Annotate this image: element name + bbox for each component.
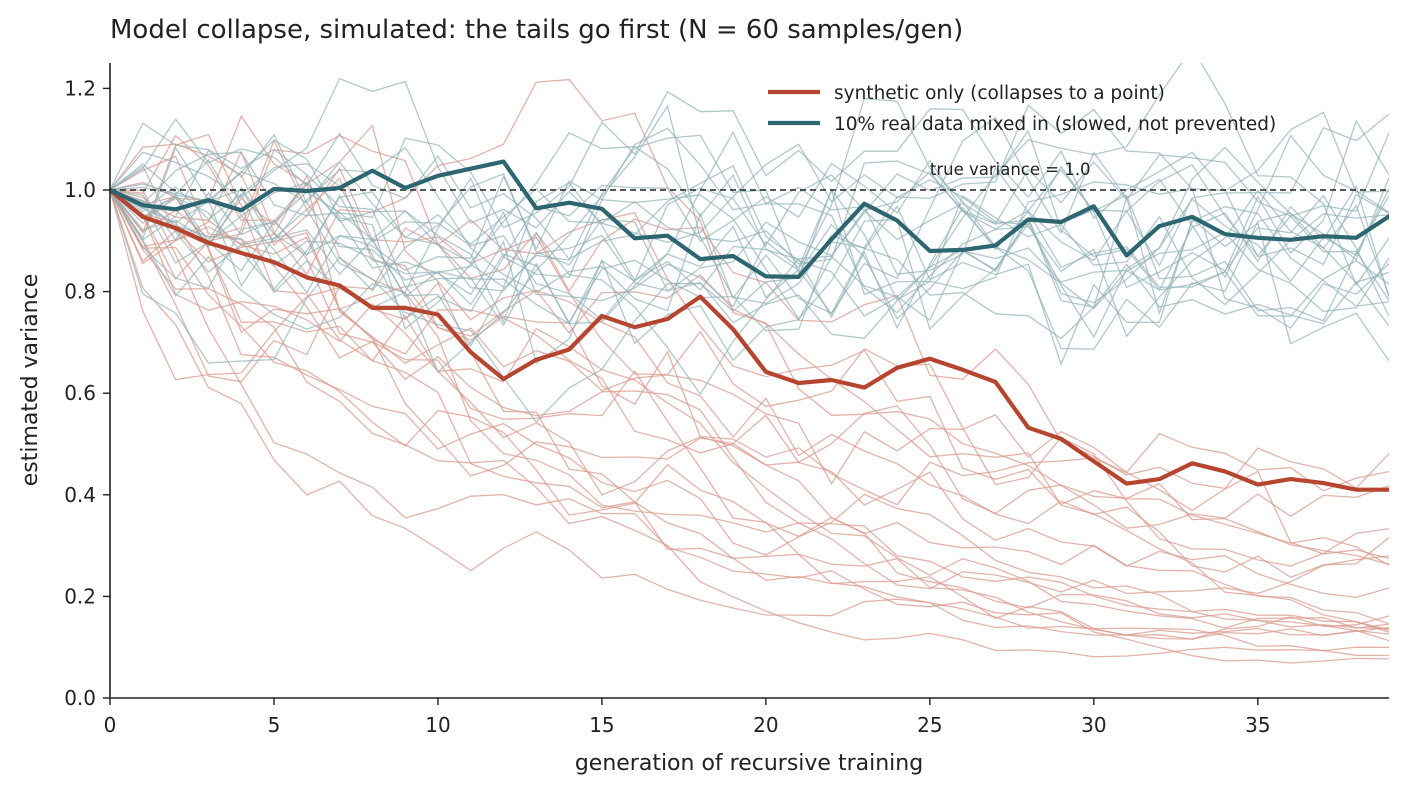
synthetic-run-line xyxy=(110,189,1389,630)
synthetic-run-line xyxy=(110,181,1389,629)
background-runs xyxy=(110,63,1389,664)
synthetic-series-line xyxy=(110,187,1389,492)
synthetic-run-line xyxy=(110,189,1389,631)
x-tick-label: 0 xyxy=(104,713,117,737)
mixed-run-line xyxy=(110,146,1389,367)
synthetic-run-line xyxy=(110,138,1389,560)
x-tick-label: 25 xyxy=(917,713,942,737)
y-tick-label: 0.8 xyxy=(64,280,96,304)
y-tick-label: 0.2 xyxy=(64,584,96,608)
mixed-run-line xyxy=(110,159,1389,350)
mixed-run-line xyxy=(110,130,1389,338)
synthetic-run-line xyxy=(110,189,1389,636)
reference-annotation: true variance = 1.0 xyxy=(930,160,1091,179)
synthetic-run-line xyxy=(110,189,1389,567)
mixed-run-line xyxy=(110,77,1389,317)
mixed-series-line xyxy=(110,159,1389,279)
y-tick-label: 0.4 xyxy=(64,483,96,507)
x-ticks: 0 5 10 15 20 25 30 35 xyxy=(104,698,1271,737)
synthetic-run-line xyxy=(110,189,1389,599)
synthetic-run-line xyxy=(110,133,1389,640)
mixed-run-line xyxy=(110,97,1389,325)
mixed-run-line xyxy=(110,129,1389,364)
y-tick-label: 0.6 xyxy=(64,381,96,405)
mixed-run-line xyxy=(110,90,1389,229)
axes xyxy=(109,63,1389,699)
mixed-run-line xyxy=(110,119,1389,365)
synthetic-run-line xyxy=(110,134,1389,595)
x-tick-label: 15 xyxy=(589,713,614,737)
synthetic-run-line xyxy=(110,155,1389,642)
y-axis-label: estimated variance xyxy=(18,274,43,486)
mixed-run-line xyxy=(110,165,1389,424)
x-axis-label: generation of recursive training xyxy=(575,751,923,776)
synthetic-run-line xyxy=(110,189,1389,658)
x-tick-label: 5 xyxy=(268,713,281,737)
y-tick-label: 1.2 xyxy=(64,76,96,100)
y-tick-label: 0.0 xyxy=(64,686,96,710)
synthetic-run-line xyxy=(110,124,1389,529)
legend: synthetic only (collapses to a point) 10%… xyxy=(768,83,1276,135)
synthetic-legend-label: synthetic only (collapses to a point) xyxy=(834,83,1165,104)
mixed-run-line xyxy=(110,104,1389,373)
x-tick-label: 30 xyxy=(1081,713,1106,737)
synthetic-run-line xyxy=(110,189,1389,625)
mixed-run-line xyxy=(110,63,1389,317)
x-tick-label: 20 xyxy=(753,713,778,737)
synthetic-run-line xyxy=(110,189,1389,565)
mixed-run-line xyxy=(110,154,1389,396)
x-tick-label: 35 xyxy=(1245,713,1270,737)
chart-title: Model collapse, simulated: the tails go … xyxy=(110,15,963,45)
synthetic-run-line xyxy=(110,114,1389,492)
y-ticks: 0.0 0.2 0.4 0.6 0.8 1.0 1.2 xyxy=(64,76,110,710)
mixed-run-line xyxy=(110,104,1389,332)
synthetic-run-line xyxy=(110,143,1389,566)
x-tick-label: 10 xyxy=(425,713,450,737)
series-lines xyxy=(110,159,1389,492)
y-tick-label: 1.0 xyxy=(64,178,96,202)
synthetic-run-line xyxy=(110,189,1389,657)
mixed-legend-label: 10% real data mixed in (slowed, not prev… xyxy=(834,114,1276,135)
mixed-run-line xyxy=(110,116,1389,315)
synthetic-run-line xyxy=(110,189,1389,579)
mixed-run-line xyxy=(110,146,1389,339)
synthetic-run-line xyxy=(110,174,1389,635)
